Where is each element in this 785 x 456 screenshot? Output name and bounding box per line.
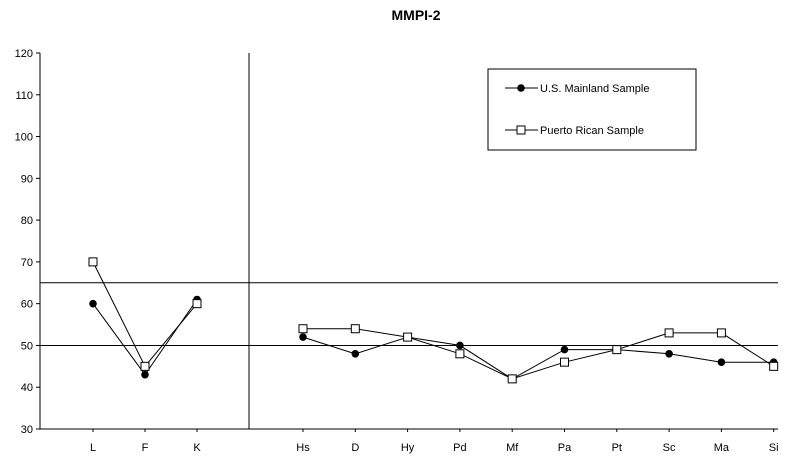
y-tick-labels: 30 40 50 60 70 80 90 100 110 120 (15, 48, 33, 436)
point-puerto-rican (403, 332, 413, 342)
point-us-mainland (665, 350, 673, 358)
x-tick-label: Mf (506, 442, 519, 454)
point-us-mainland (89, 299, 97, 308)
series-line-0 (302, 336, 774, 380)
point-puerto-rican (560, 357, 569, 367)
point-us-mainland (299, 333, 307, 341)
y-tick-label: 100 (15, 132, 33, 144)
point-puerto-rican (612, 345, 622, 355)
x-tick-label: Pa (558, 442, 572, 454)
series-line-1 (303, 328, 774, 380)
point-puerto-rican (507, 374, 517, 384)
y-tick-label: 80 (21, 215, 33, 227)
point-puerto-rican (298, 324, 308, 334)
legend: U.S. Mainland Sample Puerto Rican Sample (487, 68, 697, 151)
y-tick-label: 50 (21, 340, 33, 352)
x-tick-label: Sc (663, 442, 676, 454)
x-tick-label: Hy (401, 442, 415, 454)
x-tick-label: F (142, 442, 149, 454)
point-puerto-rican (716, 328, 726, 338)
point-us-mainland (717, 358, 726, 366)
x-tick-label: Hs (296, 442, 310, 454)
point-puerto-rican (455, 349, 465, 359)
y-tick-label: 120 (15, 48, 33, 60)
y-tick-label: 30 (21, 424, 33, 436)
y-tick-label: 40 (21, 382, 33, 394)
axes (36, 52, 778, 432)
legend-box (487, 68, 697, 151)
series-markers (88, 257, 779, 384)
legend-label-pr: Puerto Rican Sample (540, 125, 644, 137)
point-us-mainland (456, 341, 464, 350)
y-tick-label: 60 (21, 299, 33, 311)
x-tick-label: L (90, 442, 96, 454)
point-puerto-rican (350, 324, 360, 334)
chart-title: MMPI-2 (392, 7, 441, 23)
x-tick-label: Si (769, 442, 779, 454)
point-puerto-rican (664, 328, 674, 338)
legend-marker-us (517, 84, 525, 92)
legend-label-us: U.S. Mainland Sample (540, 83, 649, 95)
point-us-mainland (560, 345, 569, 354)
x-tick-label: Pd (453, 442, 466, 454)
point-puerto-rican (769, 361, 779, 371)
point-puerto-rican (88, 257, 98, 267)
x-tick-label: Ma (714, 442, 730, 454)
reference-lines (40, 282, 778, 346)
series-lines (92, 261, 774, 380)
x-tick-labels: L F K Hs D Hy Pd Mf Pa Pt Sc Ma Si (90, 442, 779, 454)
point-us-mainland (351, 350, 360, 358)
point-us-mainland (141, 370, 149, 379)
x-tick-label: D (351, 442, 359, 454)
point-puerto-rican (192, 299, 202, 309)
y-tick-label: 110 (15, 90, 33, 102)
y-tick-label: 90 (21, 173, 33, 185)
legend-marker-pr (516, 125, 526, 135)
x-tick-label: K (193, 442, 201, 454)
point-puerto-rican (140, 361, 150, 371)
x-tick-label: Pt (612, 442, 622, 454)
y-tick-label: 70 (21, 257, 33, 269)
series-line-1 (92, 261, 198, 368)
